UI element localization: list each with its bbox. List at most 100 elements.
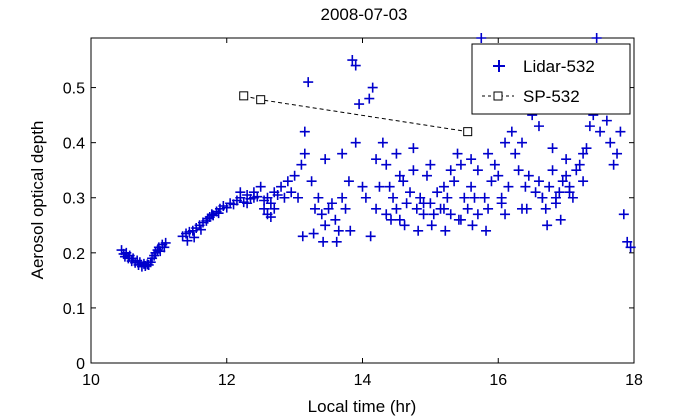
lidar-point: [381, 209, 392, 220]
x-tick-label: 18: [625, 372, 643, 389]
y-axis-title: Aerosol optical depth: [28, 121, 47, 280]
lidar-point: [467, 220, 478, 231]
lidar-point: [255, 181, 266, 192]
lidar-point: [472, 165, 483, 176]
lidar-point: [411, 203, 422, 214]
y-tick-label: 0.4: [63, 136, 85, 153]
lidar-point: [438, 181, 449, 192]
lidar-point: [350, 60, 361, 71]
lidar-point: [428, 209, 439, 220]
lidar-point: [377, 137, 388, 148]
lidar-point: [418, 209, 429, 220]
lidar-point: [571, 165, 582, 176]
lidar-point: [503, 181, 514, 192]
lidar-point: [343, 176, 354, 187]
lidar-point: [398, 176, 409, 187]
lidar-point: [279, 192, 290, 203]
lidar-point: [286, 187, 297, 198]
lidar-point: [581, 143, 592, 154]
lidar-point: [160, 237, 171, 248]
lidar-point: [466, 181, 477, 192]
legend-item-sp: SP-532: [482, 87, 580, 106]
lidar-point: [578, 148, 589, 159]
lidar-point: [496, 198, 507, 209]
lidar-point: [608, 159, 619, 170]
lidar-point: [555, 214, 566, 225]
lidar-point: [517, 203, 528, 214]
lidar-point: [213, 208, 224, 219]
lidar-point: [306, 176, 317, 187]
lidar-point: [612, 148, 623, 159]
lidar-point: [440, 225, 451, 236]
lidar-point: [289, 170, 300, 181]
y-tick-label: 0.3: [63, 191, 85, 208]
lidar-point: [401, 198, 412, 209]
legend-item-lidar: Lidar-532: [493, 57, 595, 76]
sp-series: [239, 91, 473, 137]
lidar-point: [595, 126, 606, 137]
lidar-point: [544, 181, 555, 192]
x-axis-title: Local time (hr): [308, 397, 417, 416]
legend-box: [471, 43, 631, 115]
lidar-point: [299, 148, 310, 159]
lidar-point: [330, 214, 341, 225]
lidar-point: [605, 137, 616, 148]
lidar-point: [520, 181, 531, 192]
lidar-point: [296, 159, 307, 170]
lidar-point: [303, 77, 314, 88]
lidar-point: [489, 159, 500, 170]
lidar-point: [510, 148, 521, 159]
y-tick-label: 0: [76, 356, 85, 373]
x-tick-label: 16: [489, 372, 507, 389]
lidar-point: [360, 192, 371, 203]
lidar-point: [320, 220, 331, 231]
lidar-point: [483, 203, 494, 214]
legend: Lidar-532 SP-532: [471, 43, 631, 115]
lidar-point: [561, 154, 572, 165]
lidar-point: [426, 220, 437, 231]
sp-point: [256, 95, 266, 105]
lidar-point: [574, 159, 585, 170]
lidar-point: [452, 148, 463, 159]
lidar-point: [445, 209, 456, 220]
lidar-point: [550, 198, 561, 209]
lidar-point: [394, 170, 405, 181]
chart-title: 2008-07-03: [321, 5, 408, 24]
lidar-point: [399, 220, 410, 231]
lidar-point: [547, 143, 558, 154]
lidar-point: [455, 214, 466, 225]
lidar-point: [272, 189, 283, 200]
lidar-point: [371, 203, 382, 214]
lidar-point: [265, 212, 276, 223]
lidar-point: [472, 209, 483, 220]
lidar-point: [326, 198, 337, 209]
lidar-point: [567, 192, 578, 203]
lidar-point: [615, 126, 626, 137]
lidar-point: [345, 225, 356, 236]
lidar-point: [578, 176, 589, 187]
lidar-point: [195, 224, 206, 235]
lidar-point: [442, 192, 453, 203]
lidar-point: [408, 165, 419, 176]
lidar-point: [386, 214, 397, 225]
lidar-point: [381, 159, 392, 170]
lidar-point: [235, 187, 246, 198]
sp-point: [239, 91, 249, 101]
sp-point: [463, 127, 473, 137]
lidar-point: [413, 225, 424, 236]
lidar-point: [276, 181, 287, 192]
lidar-point: [483, 148, 494, 159]
lidar-point: [262, 192, 273, 203]
lidar-point: [313, 192, 324, 203]
lidar-point: [561, 170, 572, 181]
y-axis: 0 0.1 0.2 0.3 0.4 0.5: [63, 81, 634, 373]
lidar-point: [354, 99, 365, 110]
lidar-point: [408, 143, 419, 154]
lidar-point: [584, 121, 595, 132]
lidar-point: [421, 170, 432, 181]
lidar-point: [365, 231, 376, 242]
lidar-point: [517, 137, 528, 148]
lidar-point: [462, 203, 473, 214]
lidar-point: [248, 192, 259, 203]
lidar-point: [425, 159, 436, 170]
